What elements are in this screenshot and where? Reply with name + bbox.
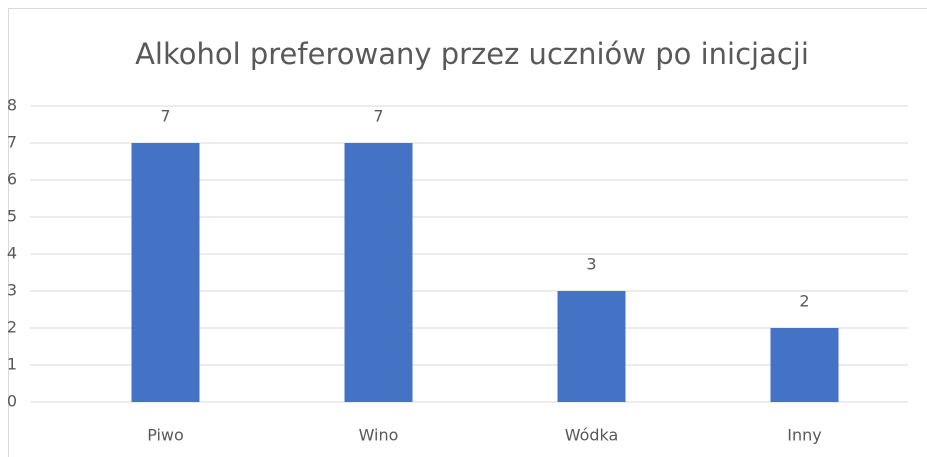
y-tick-label: 6 (7, 170, 17, 189)
y-tick-label: 3 (7, 281, 17, 300)
x-tick-label: Wino (359, 426, 399, 445)
chart-title: Alkohol preferowany przez uczniów po ini… (135, 37, 809, 71)
y-tick-label: 4 (7, 244, 17, 263)
y-tick-label: 5 (7, 207, 17, 226)
x-tick-label: Wódka (565, 426, 619, 445)
x-tick-label: Piwo (147, 426, 184, 445)
y-tick-label: 1 (7, 355, 17, 374)
bar (770, 328, 839, 402)
bar (131, 143, 200, 402)
data-label: 3 (586, 255, 596, 274)
y-tick-label: 0 (7, 392, 17, 411)
bar (344, 143, 413, 402)
y-tick-label: 7 (7, 133, 17, 152)
y-tick-label: 2 (7, 318, 17, 337)
data-label: 7 (160, 107, 170, 126)
data-label: 2 (799, 292, 809, 311)
y-tick-label: 8 (7, 96, 17, 115)
x-tick-label: Inny (787, 426, 821, 445)
data-label: 7 (373, 107, 383, 126)
bar (557, 291, 626, 402)
